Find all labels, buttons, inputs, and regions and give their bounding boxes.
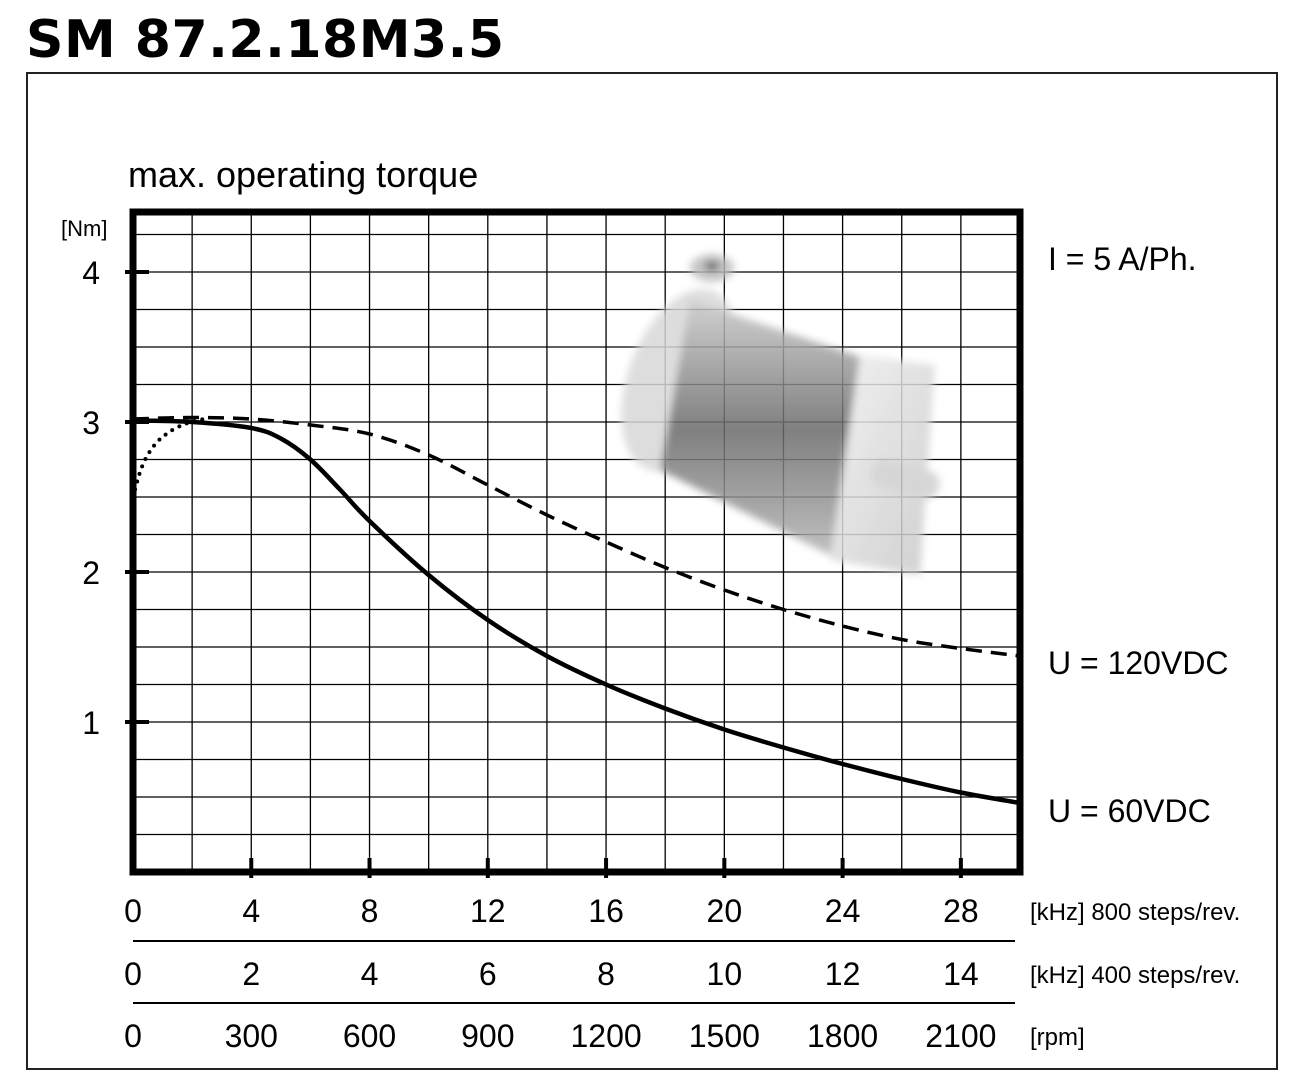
x-tick-label: 0	[124, 893, 142, 929]
x-tick-label: 1200	[570, 1018, 641, 1054]
x-tick-label: 16	[588, 893, 624, 929]
x-axes: 0 4 8 12 16 20 24 28 [kHz] 800 steps/rev.0 2 4 6 8 10…	[124, 858, 1240, 1054]
low-speed-dotted-line	[131, 417, 206, 499]
chart-curves	[131, 415, 1021, 806]
x-tick-label: 4	[361, 956, 379, 992]
x-tick-label: 1800	[807, 1018, 878, 1054]
x-tick-label: 900	[461, 1018, 514, 1054]
x-tick-label: 24	[825, 893, 861, 929]
y-tick-label: 2	[82, 555, 100, 591]
stepper-motor-image	[621, 254, 940, 575]
x-tick-label: 300	[225, 1018, 278, 1054]
x-tick-label: 28	[943, 893, 979, 929]
x-tick-label: 2100	[925, 1018, 996, 1054]
x-tick-label: 14	[943, 956, 979, 992]
x-tick-label: 2	[242, 956, 260, 992]
x-tick-label: 0	[124, 956, 142, 992]
x-tick-label: 20	[707, 893, 743, 929]
x-tick-label: 6	[479, 956, 497, 992]
x-tick-label: 1500	[689, 1018, 760, 1054]
plot-border	[129, 208, 1024, 876]
x-tick-label: 600	[343, 1018, 396, 1054]
x-tick-label: 10	[707, 956, 743, 992]
model-title: SM 87.2.18M3.5	[26, 10, 505, 70]
y-axis-label: [Nm]	[61, 216, 107, 241]
x-scale-label: [kHz] 800 steps/rev.	[1030, 899, 1240, 926]
x-tick-label: 0	[124, 1018, 142, 1054]
chart-frame	[26, 72, 1278, 1070]
x-tick-label: 12	[825, 956, 861, 992]
y-axis: 1 2 3 4	[82, 255, 149, 741]
series-60vdc-line	[132, 418, 1021, 806]
x-tick-label: 4	[242, 893, 260, 929]
x-tick-label: 8	[361, 893, 379, 929]
x-scale-label: [rpm]	[1030, 1024, 1085, 1051]
y-tick-label: 1	[82, 705, 100, 741]
current-annotation: I = 5 A/Ph.	[1048, 241, 1197, 277]
x-tick-label: 12	[470, 893, 506, 929]
y-tick-label: 3	[82, 405, 100, 441]
series-120vdc-line	[132, 415, 1021, 658]
chart-title: max. operating torque	[128, 154, 478, 195]
x-scale-label: [kHz] 400 steps/rev.	[1030, 962, 1240, 989]
x-tick-label: 8	[597, 956, 615, 992]
series-label-120vdc: U = 120VDC	[1048, 645, 1229, 681]
y-tick-label: 4	[82, 255, 100, 291]
series-label-60vdc: U = 60VDC	[1048, 793, 1211, 829]
